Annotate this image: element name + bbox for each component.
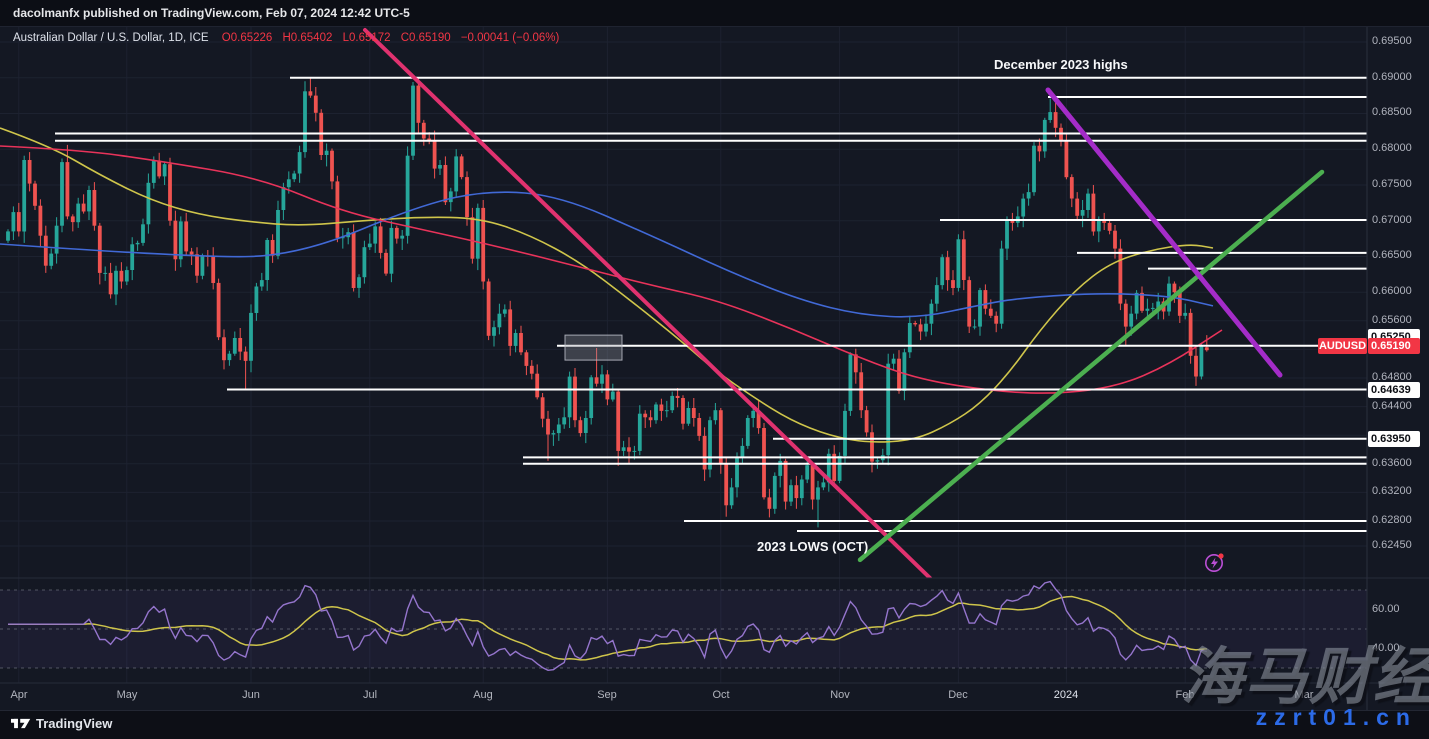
tradingview-logo-text: TradingView — [36, 716, 113, 731]
annotation-2023-lows-oct[interactable]: 2023 LOWS (OCT) — [757, 539, 869, 554]
price-axis-label: 0.64400 — [1372, 400, 1412, 412]
lightning-icon[interactable] — [1203, 551, 1227, 575]
symbol-title[interactable]: Australian Dollar / U.S. Dollar, 1D, ICE — [13, 32, 209, 44]
price-axis-label: 0.67000 — [1372, 214, 1412, 226]
time-axis-label-nov: Nov — [830, 689, 850, 701]
publish-text: dacolmanfx published on TradingView.com,… — [13, 6, 410, 20]
ohlc-change: −0.00041 (−0.06%) — [460, 32, 560, 44]
publish-bar: dacolmanfx published on TradingView.com,… — [0, 0, 1429, 27]
support-trendline-green[interactable] — [857, 169, 1325, 563]
symbol-tag: AUDUSD — [1318, 338, 1367, 354]
price-axis-label: 0.69500 — [1372, 35, 1412, 47]
last-price-value: 0.65190 — [1368, 338, 1420, 354]
supply-zone-box[interactable] — [564, 334, 623, 361]
price-axis-label: 0.68000 — [1372, 142, 1412, 154]
price-axis-label: 0.62450 — [1372, 539, 1412, 551]
price-axis-label: 0.63600 — [1372, 457, 1412, 469]
candles — [6, 77, 1209, 528]
grid-lines — [0, 27, 1367, 683]
rsi-axis-label: 40.00 — [1372, 642, 1400, 654]
time-axis-label-2024: 2024 — [1053, 689, 1079, 701]
time-axis-label-may: May — [116, 689, 138, 701]
rsi-line — [8, 580, 1207, 672]
price-axis-label: 0.63200 — [1372, 485, 1412, 497]
price-level-badge: 0.63950 — [1368, 431, 1420, 447]
price-level-badge: 0.64639 — [1368, 382, 1420, 398]
rsi-pane — [0, 580, 1367, 672]
price-axis-label: 0.66000 — [1372, 285, 1412, 297]
price-axis-label: 0.64800 — [1372, 371, 1412, 383]
rsi-axis-label: 60.00 — [1372, 603, 1400, 615]
price-axis-label: 0.69000 — [1372, 71, 1412, 83]
tradingview-logo-icon — [11, 718, 31, 729]
time-axis-label-mar: Mar — [1294, 689, 1314, 701]
chart-legend: Australian Dollar / U.S. Dollar, 1D, ICE… — [13, 32, 566, 44]
price-axis-label: 0.67500 — [1372, 178, 1412, 190]
time-axis-label-dec: Dec — [948, 689, 968, 701]
downtrend-line-purple[interactable] — [1045, 87, 1283, 378]
ohlc-low: L0.65172 — [342, 32, 391, 44]
annotation-december-2023-highs[interactable]: December 2023 highs — [994, 57, 1128, 72]
ma-crimson[interactable] — [0, 145, 1223, 394]
price-axis-label: 0.62800 — [1372, 514, 1412, 526]
time-axis-label-aug: Aug — [473, 689, 493, 701]
ohlc-close: C0.65190 — [400, 32, 451, 44]
ohlc-open: O0.65226 — [221, 32, 273, 44]
time-axis-label-feb: Feb — [1175, 689, 1195, 701]
ma-blue[interactable] — [0, 191, 1214, 318]
tradingview-logo[interactable]: TradingView — [11, 716, 112, 731]
time-axis-label-sep: Sep — [597, 689, 617, 701]
time-axis-label-jul: Jul — [362, 689, 378, 701]
price-axis-label: 0.68500 — [1372, 106, 1412, 118]
time-axis-label-apr: Apr — [10, 689, 28, 701]
pane-separators — [0, 27, 1429, 710]
price-axis-label: 0.66500 — [1372, 249, 1412, 261]
price-axis-label: 0.65600 — [1372, 314, 1412, 326]
ohlc-high: H0.65402 — [282, 32, 333, 44]
trend-lines[interactable] — [363, 28, 1325, 578]
time-axis-label-jun: Jun — [242, 689, 260, 701]
time-axis-label-oct: Oct — [712, 689, 730, 701]
footer-bar: TradingView — [0, 710, 1429, 739]
downtrend-line-pink[interactable] — [363, 28, 932, 578]
rsi-ma-line — [8, 595, 1207, 661]
